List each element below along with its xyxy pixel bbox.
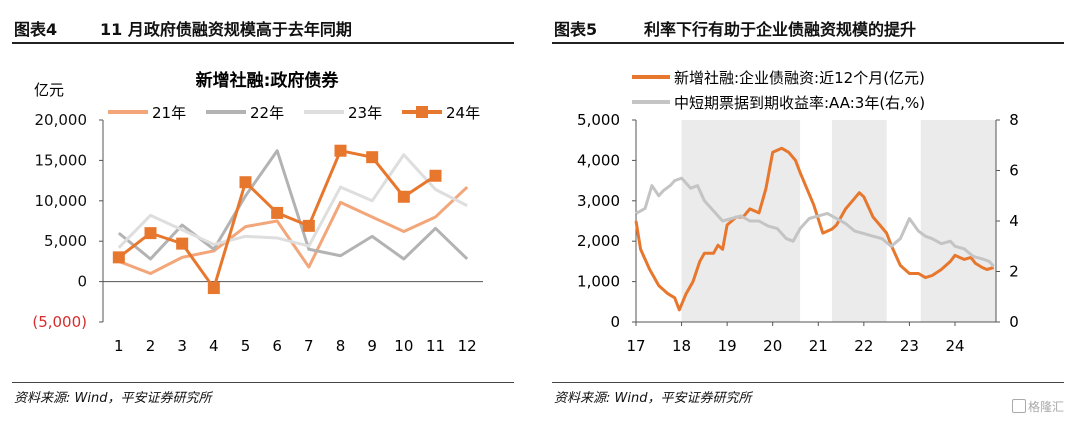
series-line — [635, 176, 995, 268]
y-tick-label: 15,000 — [35, 151, 88, 169]
y-axis-unit: 亿元 — [34, 81, 64, 99]
right-figure-title: 利率下行有助于企业债融资规模的提升 — [644, 20, 917, 39]
left-figure-id: 图表4 — [14, 20, 58, 39]
left-y-tick-label: 0 — [610, 313, 620, 331]
x-tick-label: 17 — [626, 337, 645, 355]
legend-label: 24年 — [446, 104, 480, 122]
x-tick-label: 12 — [458, 337, 477, 355]
data-point — [239, 176, 252, 189]
right-y-tick-label: 8 — [1009, 111, 1019, 129]
data-point — [144, 227, 157, 240]
shaded-period — [920, 120, 996, 322]
right-y-tick-label: 6 — [1009, 162, 1019, 180]
data-point — [302, 219, 315, 232]
left-y-tick-label: 1,000 — [577, 273, 620, 291]
y-tick-label: 20,000 — [35, 111, 88, 129]
right-y-tick-label: 2 — [1009, 263, 1019, 281]
data-point — [112, 251, 125, 264]
x-tick-label: 3 — [177, 337, 187, 355]
x-tick-label: 11 — [426, 337, 445, 355]
data-point — [429, 169, 442, 182]
x-tick-label: 23 — [900, 337, 919, 355]
data-point — [366, 151, 379, 164]
right-y-tick-label: 0 — [1009, 313, 1019, 331]
x-tick-label: 18 — [672, 337, 691, 355]
left-figure-header: 图表4 11 月政府债融资规模高于去年同期 — [12, 14, 514, 44]
left-panel: 图表4 11 月政府债融资规模高于去年同期 新增社融:政府债券亿元 20,000 1… — [0, 0, 530, 424]
right-figure-id: 图表5 — [554, 20, 598, 39]
right-figure-header: 图表5 利率下行有助于企业债融资规模的提升 — [552, 14, 1064, 44]
y-tick-label: 5,000 — [44, 232, 87, 250]
data-point — [271, 206, 284, 219]
x-tick-label: 4 — [209, 337, 219, 355]
data-point — [176, 237, 189, 250]
x-tick-label: 6 — [272, 337, 282, 355]
y-tick-label: (5,000) — [32, 313, 87, 331]
y-tick-label: 0 — [77, 273, 87, 291]
x-tick-label: 21 — [809, 337, 828, 355]
y-tick-label: 10,000 — [35, 192, 88, 210]
series-line — [118, 185, 469, 276]
x-tick-label: 20 — [763, 337, 782, 355]
x-tick-label: 2 — [146, 337, 156, 355]
x-tick-label: 9 — [367, 337, 377, 355]
x-tick-label: 1 — [114, 337, 124, 355]
left-y-tick-label: 4,000 — [577, 151, 620, 169]
left-y-tick-label: 3,000 — [577, 192, 620, 210]
left-figure-title: 11 月政府债融资规模高于去年同期 — [100, 20, 352, 39]
data-point — [334, 144, 347, 157]
series-line — [117, 149, 437, 290]
x-tick-label: 24 — [945, 337, 964, 355]
series-line — [117, 153, 468, 249]
watermark-text: 格隆汇 — [1027, 400, 1064, 414]
x-tick-label: 10 — [394, 337, 413, 355]
left-y-tick-label: 5,000 — [577, 111, 620, 129]
right-panel: 图表5 利率下行有助于企业债融资规模的提升 5,000 4,000 3,000 2,0… — [540, 0, 1080, 424]
legend-label: 23年 — [348, 104, 382, 122]
series-line — [117, 149, 469, 261]
legend-label: 22年 — [250, 104, 284, 122]
watermark: 格隆汇 — [1011, 398, 1064, 415]
data-point — [207, 282, 220, 295]
data-point — [397, 190, 410, 203]
right-source-note: 资料来源: Wind，平安证券研究所 — [554, 391, 752, 406]
legend-label: 21年 — [152, 104, 186, 122]
left-source-note: 资料来源: Wind，平安证券研究所 — [14, 391, 212, 406]
legend-label: 中短期票据到期收益率:AA:3年(右,%) — [674, 94, 925, 112]
right-y-tick-label: 4 — [1009, 212, 1019, 230]
x-tick-label: 19 — [718, 337, 737, 355]
x-tick-label: 7 — [304, 337, 314, 355]
watermark-logo-icon — [1011, 399, 1026, 413]
left-y-tick-label: 2,000 — [577, 232, 620, 250]
x-tick-label: 22 — [854, 337, 873, 355]
right-footer: 资料来源: Wind，平安证券研究所 — [552, 382, 1064, 407]
shaded-period — [681, 120, 801, 322]
left-footer: 资料来源: Wind，平安证券研究所 — [12, 382, 514, 407]
chart-title: 新增社融:政府债券 — [196, 70, 340, 91]
legend-label: 新增社融:企业债融资:近12个月(亿元) — [674, 69, 925, 87]
series-line — [634, 146, 995, 312]
x-tick-label: 5 — [241, 337, 251, 355]
x-tick-label: 8 — [336, 337, 346, 355]
legend-marker — [416, 106, 428, 118]
